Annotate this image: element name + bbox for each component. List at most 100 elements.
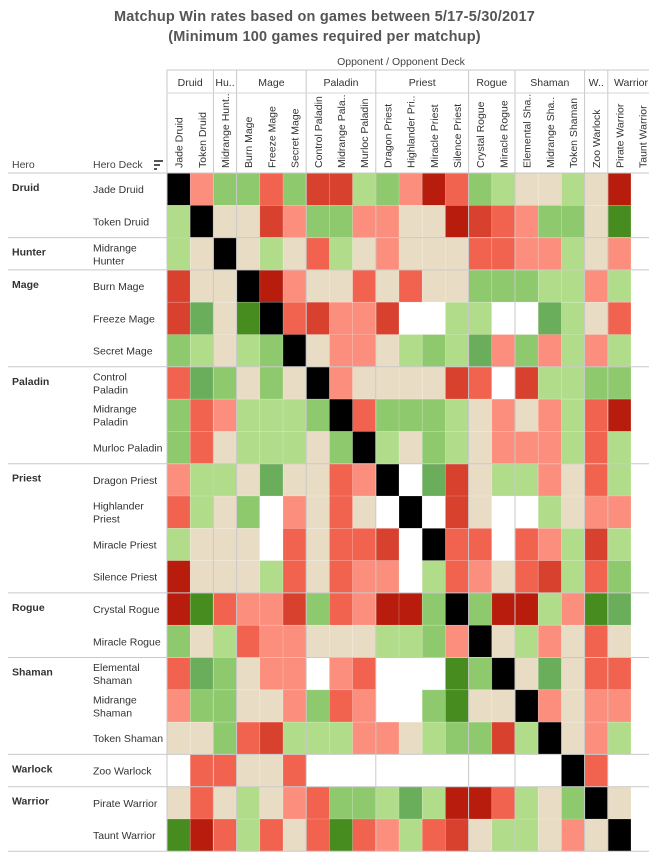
- heatmap-cell: [375, 560, 399, 593]
- hero-label: Warlock: [12, 763, 53, 775]
- heatmap-cell: [445, 334, 469, 367]
- heatmap-cell: [584, 237, 608, 270]
- heatmap-cell: [167, 592, 191, 626]
- heatmap-cell: [167, 689, 191, 723]
- heatmap-cell: [468, 366, 492, 400]
- heatmap-cell: [283, 302, 307, 335]
- heatmap-cell: [236, 237, 260, 270]
- heatmap-cell: [538, 722, 562, 755]
- heatmap-cell: [607, 399, 631, 432]
- opponent-deck-label: Jade Druid: [174, 117, 186, 168]
- heatmap-cell: [190, 173, 214, 206]
- heatmap-cell: [259, 754, 283, 787]
- heatmap-cell: [283, 560, 307, 593]
- heatmap-cell: [491, 754, 515, 787]
- heatmap-cell: [538, 657, 562, 690]
- heatmap-cell: [399, 689, 423, 723]
- heatmap-cell: [352, 722, 376, 755]
- heatmap-cell: [375, 237, 399, 270]
- opponent-hero-label: Shaman: [530, 77, 569, 89]
- opponent-deck-label: Highlander Pri..: [406, 96, 418, 168]
- hero-deck-label: Burn Mage: [93, 281, 145, 293]
- heatmap-cell: [538, 786, 562, 819]
- heatmap-cell: [584, 657, 608, 690]
- sort-icon[interactable]: [154, 160, 163, 170]
- heatmap-cell: [607, 366, 631, 400]
- opponent-deck-label: Secret Mage: [290, 108, 302, 168]
- heatmap-cell: [399, 496, 423, 529]
- heatmap-cell: [213, 399, 237, 432]
- heatmap-cell: [445, 754, 469, 787]
- heatmap-cell: [584, 431, 608, 464]
- heatmap-cell: [213, 366, 237, 400]
- heatmap-cell: [468, 205, 492, 238]
- heatmap-cell: [190, 431, 214, 464]
- heatmap-cell: [190, 722, 214, 755]
- hero-deck-label: Midrange Hunter: [93, 242, 137, 267]
- heatmap-cell: [491, 722, 515, 755]
- heatmap-cell: [352, 431, 376, 464]
- heatmap-cell: [329, 657, 353, 690]
- opponent-hero-label: Rogue: [476, 77, 507, 89]
- heatmap-cell: [236, 366, 260, 400]
- heatmap-cell: [422, 334, 446, 367]
- heatmap-cell: [445, 657, 469, 690]
- heatmap-cell: [306, 205, 330, 238]
- opponent-deck-label: Token Druid: [197, 112, 209, 168]
- hero-deck-label: Zoo Warlock: [93, 766, 152, 778]
- opponent-deck-label: Crystal Rogue: [475, 101, 487, 168]
- heatmap-cell: [468, 431, 492, 464]
- heatmap-cell: [399, 819, 423, 852]
- heatmap-cell: [352, 173, 376, 206]
- heatmap-cell: [538, 334, 562, 367]
- opponent-hero-label: Priest: [409, 77, 436, 89]
- heatmap-cell: [329, 237, 353, 270]
- heatmap-cell: [306, 592, 330, 626]
- heatmap-cell: [306, 689, 330, 723]
- heatmap-cell: [538, 366, 562, 400]
- heatmap-cell: [375, 657, 399, 690]
- heatmap-cell: [399, 366, 423, 400]
- heatmap-cell: [584, 819, 608, 852]
- heatmap-cell: [515, 237, 539, 270]
- heatmap-cell: [491, 237, 515, 270]
- heatmap-cell: [352, 463, 376, 496]
- heatmap-cell: [584, 302, 608, 335]
- heatmap-cell: [352, 689, 376, 723]
- heatmap-cell: [329, 592, 353, 626]
- heatmap-cell: [167, 237, 191, 270]
- heatmap-cell: [607, 819, 631, 852]
- hero-deck-label: Silence Priest: [93, 572, 157, 584]
- heatmap-cell: [607, 786, 631, 819]
- heatmap-cell: [283, 625, 307, 658]
- heatmap-cell: [213, 302, 237, 335]
- heatmap-cell: [259, 302, 283, 335]
- heatmap-cell: [190, 269, 214, 303]
- heatmap-cell: [607, 463, 631, 496]
- heatmap-cell: [329, 366, 353, 400]
- heatmap-cell: [236, 786, 260, 819]
- heatmap-cell: [306, 269, 330, 303]
- hero-deck-label: Midrange Paladin: [93, 404, 137, 429]
- heatmap-cell: [607, 237, 631, 270]
- heatmap-cell: [190, 689, 214, 723]
- heatmap-cell: [236, 431, 260, 464]
- hero-label: Mage: [12, 279, 39, 291]
- heatmap-cell: [190, 205, 214, 238]
- heatmap-cell: [167, 754, 191, 787]
- hero-deck-label: Midrange Shaman: [93, 694, 137, 719]
- heatmap-cell: [491, 689, 515, 723]
- heatmap-cell: [375, 366, 399, 400]
- hero-deck-label: Taunt Warrior: [93, 830, 156, 842]
- heatmap-cell: [190, 366, 214, 400]
- heatmap-cell: [561, 205, 585, 238]
- heatmap-cell: [236, 754, 260, 787]
- heatmap-cell: [399, 722, 423, 755]
- heatmap-cell: [259, 269, 283, 303]
- heatmap-cell: [491, 560, 515, 593]
- heatmap-cell: [190, 302, 214, 335]
- heatmap-cell: [607, 496, 631, 529]
- heatmap-cell: [236, 560, 260, 593]
- hero-deck-label: Freeze Mage: [93, 313, 155, 325]
- heatmap-cell: [445, 463, 469, 496]
